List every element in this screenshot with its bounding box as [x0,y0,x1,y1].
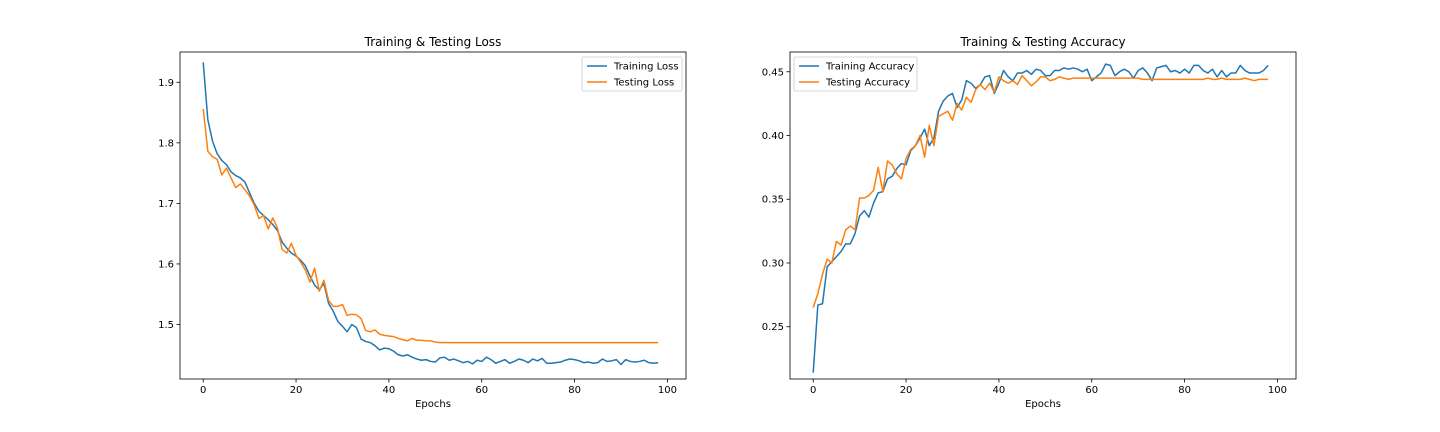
x-tick-label: 20 [900,385,913,396]
legend-label-testing-loss: Testing Loss [613,78,674,89]
legend-label-training-accuracy: Training Accuracy [825,62,914,73]
loss-chart-series [202,62,659,366]
loss-chart-xlabel: Epochs [415,399,451,410]
y-tick-label: 0.25 [762,322,784,333]
y-tick-label: 1.6 [158,259,174,270]
x-tick-label: 100 [1268,385,1287,396]
x-tick-label: 40 [383,385,396,396]
accuracy-chart-title: Training & Testing Accuracy [959,35,1125,49]
plot-frame [789,51,1297,380]
x-tick-label: 60 [1085,385,1098,396]
x-tick-label: 60 [475,385,488,396]
x-tick-label: 40 [993,385,1006,396]
y-tick-label: 1.5 [158,320,174,331]
legend-box [793,56,918,92]
accuracy-chart-series [812,63,1269,373]
plot-frame [179,51,687,380]
series-line-training-accuracy [812,63,1269,373]
x-tick-label: 20 [290,385,303,396]
x-tick-label: 80 [568,385,581,396]
loss-chart: Training & Testing Loss 0 20 40 60 80 100 1.5 1… [158,35,687,410]
series-line-training-loss [202,62,659,366]
y-tick-label: 0.35 [762,195,784,206]
y-tick-label: 0.40 [762,131,784,142]
legend-label-training-loss: Training Loss [613,62,679,73]
loss-chart-title: Training & Testing Loss [364,35,502,49]
accuracy-chart-xlabel: Epochs [1025,399,1061,410]
y-tick-label: 0.45 [762,67,784,78]
x-tick-label: 0 [810,385,816,396]
y-tick-label: 0.30 [762,258,784,269]
x-tick-label: 0 [200,385,206,396]
loss-chart-legend: Training Loss Testing Loss [581,56,683,92]
legend-label-testing-accuracy: Testing Accuracy [825,78,910,89]
series-line-testing-accuracy [812,74,1269,308]
y-tick-label: 1.9 [158,78,174,89]
accuracy-chart: Training & Testing Accuracy 0 20 40 60 80 100… [762,35,1297,410]
x-tick-label: 100 [658,385,677,396]
loss-chart-axes: 0 20 40 60 80 100 1.5 1.6 1.7 1.8 1.9 [158,51,687,396]
y-tick-label: 1.7 [158,199,174,210]
y-tick-label: 1.8 [158,138,174,149]
x-tick-label: 80 [1178,385,1191,396]
series-line-testing-loss [202,108,659,344]
accuracy-chart-axes: 0 20 40 60 80 100 0.25 0.30 0.35 0.40 0.45 [762,51,1297,396]
accuracy-chart-legend: Training Accuracy Testing Accuracy [793,56,918,92]
